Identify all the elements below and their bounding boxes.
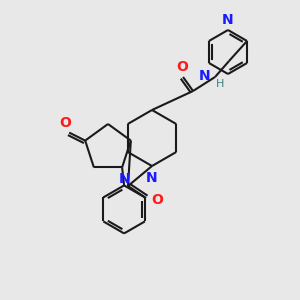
Text: H: H: [216, 79, 224, 89]
Text: N: N: [222, 13, 234, 27]
Text: N: N: [146, 171, 158, 185]
Text: O: O: [59, 116, 71, 130]
Text: O: O: [176, 60, 188, 74]
Text: N: N: [198, 69, 210, 83]
Text: N: N: [118, 172, 130, 186]
Text: O: O: [151, 193, 163, 207]
